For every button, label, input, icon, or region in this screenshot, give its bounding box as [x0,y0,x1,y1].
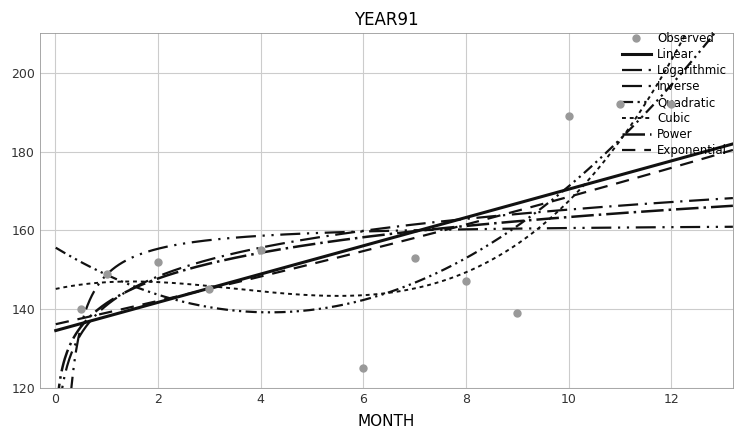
Exponential [450,225,459,230]
Cubic [359,293,368,298]
Line: Cubic: Cubic [56,0,733,296]
Power [171,270,180,275]
Logarithmic [171,267,180,272]
Exponential [225,281,234,286]
Line: Exponential: Exponential [56,150,733,324]
Linear [358,243,367,249]
Cubic [51,286,60,292]
Power [450,224,459,230]
Power [225,256,234,261]
Linear [450,218,459,223]
Line: Inverse: Inverse [56,227,733,440]
Logarithmic [504,212,513,217]
Cubic [225,286,234,291]
Cubic [504,247,513,252]
Observed [357,364,369,371]
Observed [665,101,677,108]
Logarithmic [225,252,234,257]
Linear [561,187,570,193]
Cubic [171,280,180,286]
Quadratic [51,245,60,250]
Observed [408,254,420,261]
Exponential [358,249,367,254]
Inverse [358,229,367,234]
Line: Logarithmic: Logarithmic [56,198,733,440]
Line: Quadratic: Quadratic [56,10,733,312]
Quadratic [171,297,180,302]
Inverse [728,224,737,229]
Observed [511,309,523,316]
Linear [728,141,737,147]
Observed [152,258,164,265]
Power [561,215,570,220]
Observed [254,246,266,253]
Observed [100,270,112,277]
Quadratic [504,229,513,234]
Exponential [504,211,513,216]
Linear [504,203,513,209]
Exponential [728,147,737,153]
Cubic [452,274,461,279]
Cubic [334,293,343,299]
Logarithmic [358,228,367,234]
Quadratic [265,310,274,315]
Cubic [562,200,571,205]
Quadratic [359,297,368,303]
Linear [51,328,60,333]
Inverse [504,226,513,231]
Title: YEAR91: YEAR91 [354,11,419,29]
Linear [171,295,180,300]
Inverse [171,242,180,248]
X-axis label: MONTH: MONTH [358,414,415,429]
Logarithmic [450,217,459,223]
Power [358,235,367,240]
Observed [614,101,626,108]
Line: Power: Power [56,206,733,440]
Quadratic [225,308,234,313]
Exponential [51,322,60,327]
Observed [75,305,87,312]
Inverse [561,225,570,231]
Exponential [171,294,180,300]
Observed [460,278,472,285]
Line: Linear: Linear [56,144,733,330]
Logarithmic [561,207,570,213]
Exponential [561,195,570,200]
Inverse [225,235,234,241]
Inverse [450,227,459,232]
Quadratic [728,7,737,12]
Power [504,220,513,225]
Observed [203,286,215,293]
Observed [562,113,574,120]
Linear [225,280,234,285]
Power [728,203,737,209]
Quadratic [562,185,571,191]
Legend: Observed, Linear, Logarithmic, Inverse, Quadratic, Cubic, Power, Exponential: Observed, Linear, Logarithmic, Inverse, … [621,32,727,157]
Logarithmic [728,195,737,201]
Quadratic [452,261,461,266]
